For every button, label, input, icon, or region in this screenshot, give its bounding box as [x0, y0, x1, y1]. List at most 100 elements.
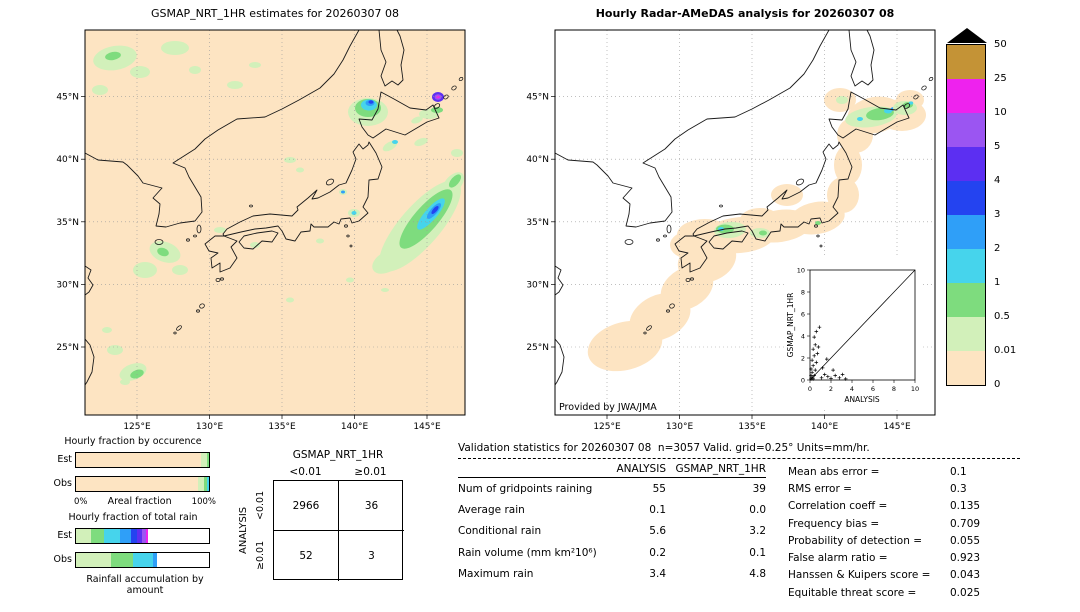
precip-blob-palegreen — [102, 327, 112, 333]
analysis-value: 55 — [652, 482, 666, 495]
precip-blob-palegreen — [227, 81, 243, 89]
score-label: Frequency bias = — [788, 517, 880, 530]
longitude-tick-label: 125°E — [593, 422, 621, 432]
bar-segment-white — [157, 552, 209, 567]
scatter-point — [814, 329, 819, 334]
bar-segment-blueviolet — [137, 528, 143, 543]
latitude-tick-label: 35°N — [526, 218, 549, 228]
island-outline — [913, 94, 919, 100]
occurrence-axis-caption: Areal fraction — [107, 496, 172, 507]
precip-blob-palegreen — [286, 297, 294, 303]
bar-row-obs: Obs — [50, 551, 216, 568]
coastline-path — [358, 91, 440, 139]
precip-blob-palegreen — [346, 277, 354, 283]
score-row: Frequency bias = 0.709 — [788, 515, 1020, 532]
scatter-point — [814, 360, 819, 365]
precip-blob-palegreen — [133, 262, 157, 278]
scatter-point — [817, 325, 822, 329]
latitude-tick-label: 30°N — [526, 280, 549, 290]
score-value: 0.1 — [950, 465, 967, 478]
latitude-tick-label: 45°N — [526, 93, 549, 103]
occurrence-bars: Est Obs — [50, 451, 216, 492]
bar-row-est: Est — [50, 451, 216, 468]
map-frame — [554, 29, 936, 416]
score-value: 0.055 — [950, 534, 981, 547]
scatter-point — [812, 354, 816, 358]
precip-blob-palegreen — [214, 227, 226, 233]
bar-segment-peach — [76, 452, 202, 467]
axis-min-label: 0% — [74, 497, 88, 507]
colorbar-blocks — [946, 44, 986, 386]
coastline-path — [204, 235, 238, 273]
bar-segment-peach — [76, 476, 198, 491]
island-outline — [346, 234, 350, 238]
precip-blob-palegreen — [161, 41, 189, 55]
precip-blob-palegreen — [296, 167, 304, 173]
precip-blob-magenta — [436, 95, 440, 99]
bar-segment-palegreen — [76, 528, 91, 543]
precip-blob-palegreen — [130, 66, 150, 78]
statistic-name: Average rain — [458, 504, 525, 517]
coastlines — [85, 30, 464, 386]
statistics-row: Num of gridpoints raining 55 39 — [458, 478, 766, 499]
gsmap-map-title: GSMAP_NRT_1HR estimates for 20260307 08 — [150, 7, 400, 20]
scatter-points — [809, 325, 848, 381]
colorbar-block-cyan — [947, 249, 985, 283]
coastline-path — [378, 30, 405, 87]
scatter-point — [833, 373, 837, 378]
one-to-one-line — [809, 269, 916, 381]
occurrence-chart-title: Hourly fraction by occurence — [64, 436, 202, 447]
inset-y-tick-label: 4 — [801, 332, 805, 340]
statistics-row: Maximum rain 3.4 4.8 — [458, 564, 766, 585]
statistics-header: Validation statistics for 20260307 08 n=… — [458, 442, 870, 454]
analysis-value: 3.4 — [649, 568, 666, 581]
score-label: Equitable threat score = — [788, 586, 917, 599]
coastline-path — [674, 235, 708, 273]
precip-blob-palegreen — [107, 345, 123, 355]
scatter-point — [812, 373, 816, 378]
colorbar-tick-label: 0 — [994, 379, 1001, 390]
gsmap-column-header: GSMAP_NRT_1HR — [675, 463, 766, 475]
contingency-row-header: <0.01 — [255, 490, 266, 520]
statistics-rows: Num of gridpoints raining 55 39 Average rai… — [458, 478, 766, 585]
island-outline — [199, 303, 205, 309]
scatter-point — [820, 366, 825, 370]
colorbar-tick-label: 1 — [994, 277, 1001, 288]
score-label: Probability of detection = — [788, 534, 923, 547]
bar-row-est: Est — [50, 527, 216, 544]
bar-segment-purple — [142, 528, 146, 543]
colorbar-block-magenta — [947, 79, 985, 113]
bar-row-obs: Obs — [50, 475, 216, 492]
analysis-value: 0.2 — [649, 546, 666, 559]
precip-blob-palegreen — [249, 62, 261, 68]
latitude-tick-label: 40°N — [56, 155, 79, 165]
score-value: 0.3 — [950, 482, 967, 495]
score-row: False alarm ratio = 0.923 — [788, 549, 1020, 566]
bar-segment-green — [110, 552, 134, 567]
precip-blob-green — [759, 230, 767, 236]
coastlines — [555, 30, 934, 386]
total-rain-fraction-chart: Hourly fraction of total rain Est Obs Rai… — [50, 512, 216, 596]
coastline-path — [828, 91, 910, 139]
axis-ticks — [81, 96, 428, 419]
inset-x-tick-label: 8 — [892, 385, 896, 393]
island-outline — [921, 85, 927, 91]
precip-blob-palegreen — [381, 288, 389, 292]
precip-blob-palegreen — [372, 250, 402, 274]
bar-segment-green — [90, 528, 104, 543]
precip-blob-green — [105, 51, 121, 61]
inset-x-tick-label: 0 — [808, 385, 812, 393]
coastline-path — [708, 230, 749, 250]
longitude-tick-label: 145°E — [413, 422, 441, 432]
coastline-path — [85, 30, 360, 228]
island-outline — [666, 224, 672, 234]
statistic-name: Maximum rain — [458, 568, 534, 581]
precip-blob-palegreen — [120, 379, 130, 385]
island-outline — [451, 85, 457, 91]
island-outline — [669, 303, 675, 309]
inset-y-tick-label: 2 — [801, 354, 805, 362]
island-outline — [196, 309, 200, 313]
gsmap-value: 3.2 — [749, 525, 766, 538]
colorbar-tick-label: 3 — [994, 209, 1001, 220]
statistics-columns: ANALYSIS GSMAP_NRT_1HR Num of gridpoints… — [458, 463, 1020, 601]
